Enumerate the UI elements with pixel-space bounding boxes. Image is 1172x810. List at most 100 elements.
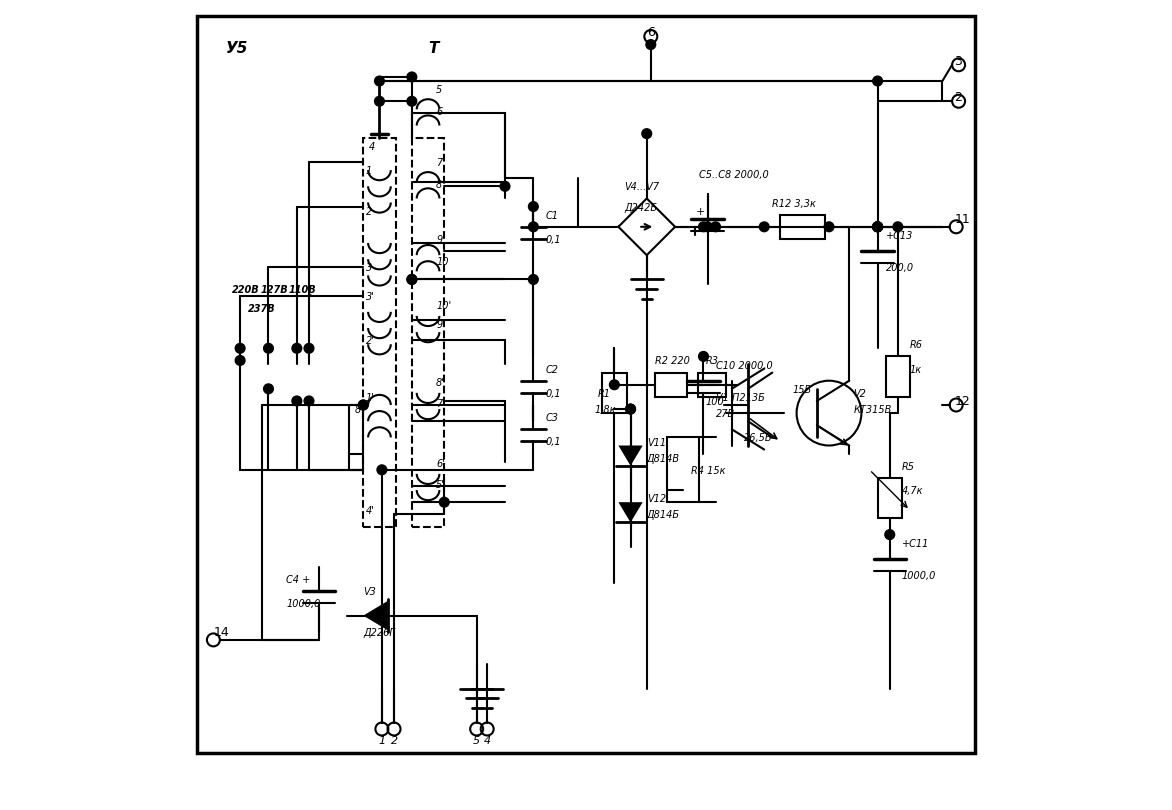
Text: 0,1: 0,1 bbox=[545, 235, 561, 245]
Text: 1: 1 bbox=[306, 288, 311, 296]
Text: 3': 3' bbox=[366, 292, 375, 301]
Text: 14: 14 bbox=[213, 626, 230, 639]
Bar bbox=[602, 373, 627, 413]
Text: 15В: 15В bbox=[792, 385, 812, 394]
Text: +С13: +С13 bbox=[886, 231, 913, 241]
Text: R6: R6 bbox=[909, 340, 924, 350]
Text: V12: V12 bbox=[647, 494, 666, 504]
Circle shape bbox=[885, 530, 894, 539]
Text: 1: 1 bbox=[366, 166, 372, 176]
Circle shape bbox=[359, 400, 368, 410]
FancyBboxPatch shape bbox=[197, 16, 975, 753]
Circle shape bbox=[873, 222, 883, 232]
Text: 10: 10 bbox=[436, 257, 449, 266]
Text: 9: 9 bbox=[436, 235, 442, 245]
Text: 127В: 127В bbox=[260, 285, 288, 295]
Text: 0,1: 0,1 bbox=[545, 389, 561, 399]
Text: 9': 9' bbox=[436, 320, 445, 330]
Text: V4...V7: V4...V7 bbox=[624, 182, 659, 192]
Text: 6: 6 bbox=[436, 107, 442, 117]
Text: +С11: +С11 bbox=[902, 539, 929, 548]
Bar bbox=[655, 373, 687, 397]
Bar bbox=[697, 373, 727, 397]
Text: 1000,0: 1000,0 bbox=[902, 571, 936, 581]
Text: 8: 8 bbox=[436, 180, 442, 190]
Circle shape bbox=[236, 343, 245, 353]
Circle shape bbox=[626, 404, 635, 414]
Text: V2: V2 bbox=[853, 389, 866, 399]
Circle shape bbox=[893, 222, 902, 232]
Circle shape bbox=[699, 222, 708, 232]
Text: 1: 1 bbox=[379, 735, 386, 745]
Text: V1 П213Б: V1 П213Б bbox=[716, 393, 764, 403]
Text: 100: 100 bbox=[706, 397, 724, 407]
Circle shape bbox=[703, 222, 713, 232]
Text: 8': 8' bbox=[436, 378, 445, 388]
Text: 6': 6' bbox=[436, 459, 445, 469]
Text: 2': 2' bbox=[366, 336, 375, 346]
Circle shape bbox=[710, 222, 721, 232]
Circle shape bbox=[873, 222, 883, 232]
Text: 26,5В: 26,5В bbox=[744, 433, 772, 443]
Circle shape bbox=[304, 343, 314, 353]
Bar bbox=[363, 138, 396, 526]
Text: Д226Г: Д226Г bbox=[363, 628, 395, 638]
Text: 2: 2 bbox=[954, 92, 962, 104]
Bar bbox=[886, 356, 909, 397]
Circle shape bbox=[500, 181, 510, 191]
Text: 3: 3 bbox=[954, 55, 962, 68]
Circle shape bbox=[646, 40, 655, 49]
Circle shape bbox=[759, 222, 769, 232]
Text: 4: 4 bbox=[369, 142, 375, 151]
Text: 5: 5 bbox=[473, 735, 481, 745]
Text: 2: 2 bbox=[390, 735, 397, 745]
Bar bbox=[667, 437, 700, 502]
Polygon shape bbox=[363, 601, 388, 630]
Circle shape bbox=[440, 497, 449, 507]
Circle shape bbox=[407, 72, 417, 82]
Text: 5': 5' bbox=[436, 480, 445, 489]
Circle shape bbox=[304, 396, 314, 406]
Text: С10 2000,0: С10 2000,0 bbox=[716, 360, 772, 370]
Text: С3: С3 bbox=[545, 413, 559, 423]
Circle shape bbox=[529, 202, 538, 211]
Text: 7': 7' bbox=[436, 399, 445, 408]
Text: 1000,0: 1000,0 bbox=[286, 599, 321, 609]
Text: 6: 6 bbox=[647, 27, 655, 40]
Text: КТ315В: КТ315В bbox=[853, 405, 892, 415]
Text: 7: 7 bbox=[436, 158, 442, 168]
Text: 5: 5 bbox=[436, 85, 442, 95]
Bar bbox=[781, 215, 825, 239]
Text: R3: R3 bbox=[706, 356, 718, 366]
Text: Т: Т bbox=[428, 40, 438, 56]
Bar bbox=[411, 138, 444, 526]
Text: V3: V3 bbox=[363, 587, 376, 597]
Bar bbox=[878, 478, 902, 518]
Text: 237В: 237В bbox=[248, 304, 275, 313]
Text: 110В: 110В bbox=[288, 285, 316, 295]
Text: R12 3,3к: R12 3,3к bbox=[772, 198, 816, 208]
Text: Д814Б: Д814Б bbox=[647, 510, 680, 521]
Circle shape bbox=[375, 76, 384, 86]
Text: С4 +: С4 + bbox=[286, 575, 311, 585]
Text: 0,1: 0,1 bbox=[545, 437, 561, 447]
Text: С2: С2 bbox=[545, 364, 559, 374]
Circle shape bbox=[626, 404, 635, 414]
Text: С1: С1 bbox=[545, 211, 559, 220]
Text: 200,0: 200,0 bbox=[886, 263, 914, 273]
Text: 11: 11 bbox=[954, 213, 970, 226]
Circle shape bbox=[236, 356, 245, 365]
Text: 3: 3 bbox=[366, 263, 372, 273]
Text: 1,8к: 1,8к bbox=[594, 405, 615, 415]
Text: 4': 4' bbox=[366, 506, 375, 516]
Circle shape bbox=[873, 222, 883, 232]
Text: R2 220: R2 220 bbox=[655, 356, 690, 366]
Text: Д814В: Д814В bbox=[647, 454, 680, 464]
Text: 27В: 27В bbox=[716, 409, 735, 419]
Circle shape bbox=[529, 222, 538, 232]
Text: 12: 12 bbox=[954, 395, 970, 408]
Circle shape bbox=[375, 96, 384, 106]
Text: 2: 2 bbox=[366, 207, 372, 216]
Circle shape bbox=[292, 343, 301, 353]
Text: 1': 1' bbox=[366, 393, 375, 403]
